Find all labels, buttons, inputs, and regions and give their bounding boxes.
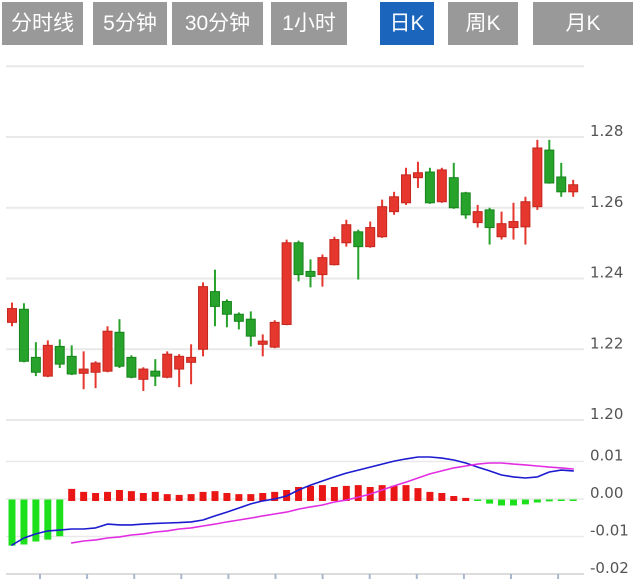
svg-text:1.20: 1.20	[590, 405, 623, 423]
svg-text:1.26: 1.26	[590, 193, 623, 211]
tab-timeline[interactable]: 分时线	[2, 2, 83, 45]
svg-text:0.01: 0.01	[590, 447, 623, 465]
svg-text:-0.02: -0.02	[590, 559, 629, 577]
macd-gridlines	[6, 460, 584, 538]
tab-monthly-k[interactable]: 月K	[533, 2, 633, 45]
price-axis-labels: 1.28 1.26 1.24 1.22 1.20	[590, 122, 623, 423]
timeframe-tabbar: 分时线 5分钟 30分钟 1小时 日K 周K 月K	[0, 0, 637, 46]
candles	[7, 139, 579, 391]
svg-text:0.00: 0.00	[590, 484, 623, 502]
tab-5min[interactable]: 5分钟	[93, 2, 167, 45]
svg-text:-0.01: -0.01	[590, 522, 629, 540]
svg-text:1.22: 1.22	[590, 334, 623, 352]
svg-text:1.24: 1.24	[590, 264, 623, 282]
dif-line	[11, 456, 575, 546]
dea-line	[70, 462, 575, 544]
macd-histogram	[8, 485, 577, 546]
tab-weekly-k[interactable]: 周K	[448, 2, 518, 45]
x-axis	[6, 573, 584, 579]
tab-30min[interactable]: 30分钟	[172, 2, 263, 45]
macd-axis-labels: 0.01 0.00 -0.01 -0.02	[590, 447, 629, 578]
svg-text:1.28: 1.28	[590, 122, 623, 140]
tab-daily-k[interactable]: 日K	[380, 2, 434, 45]
price-gridlines	[6, 65, 584, 421]
tab-1hour[interactable]: 1小时	[271, 2, 347, 45]
